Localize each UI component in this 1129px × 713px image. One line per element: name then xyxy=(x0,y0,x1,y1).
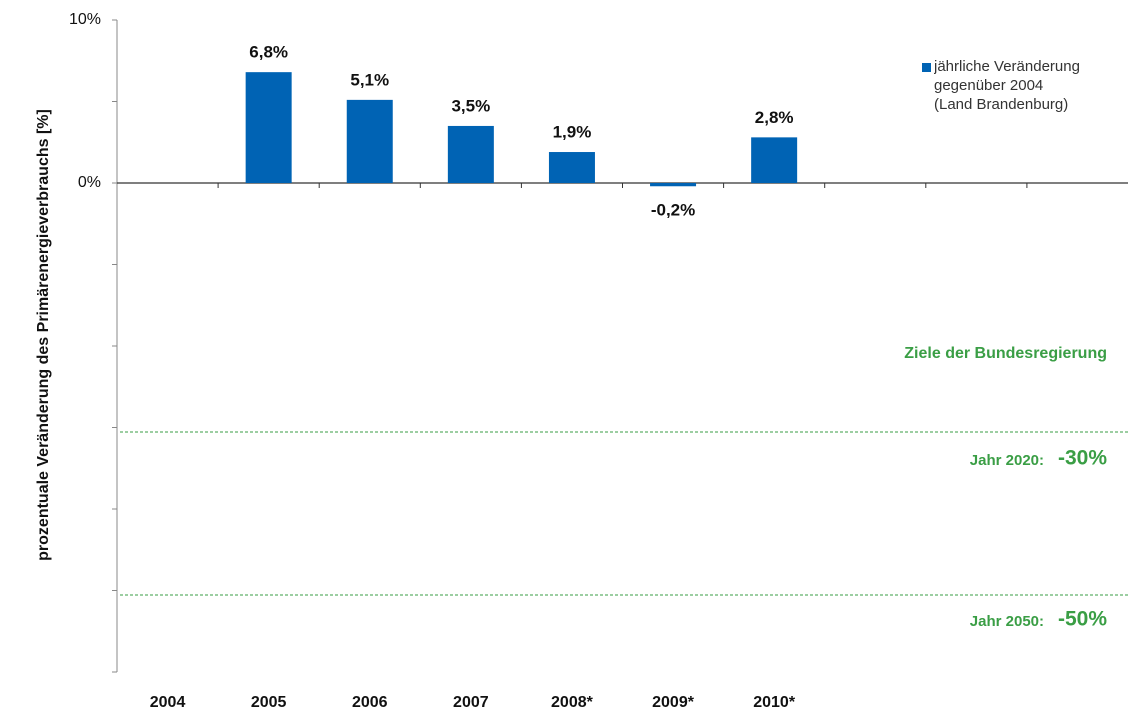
annotation: -50% xyxy=(1058,608,1107,631)
x-tick-label: 2010* xyxy=(753,694,796,711)
x-tick-label: 2006 xyxy=(352,694,388,711)
x-tick-label: 2008* xyxy=(551,694,594,711)
bar xyxy=(245,72,292,183)
annotation: Jahr 2020: xyxy=(970,452,1044,469)
legend-entry: jährliche Veränderung gegenüber 2004 (La… xyxy=(934,58,1080,113)
x-tick-label: 2005 xyxy=(251,694,287,711)
data-label: 3,5% xyxy=(451,96,490,115)
legend-swatch xyxy=(922,63,931,72)
annotation: Ziele der Bundesregierung xyxy=(904,345,1107,362)
data-label: 5,1% xyxy=(350,70,389,89)
data-label: 1,9% xyxy=(553,123,592,142)
data-label: -0,2% xyxy=(651,201,695,220)
bar xyxy=(650,183,697,187)
annotation: Jahr 2050: xyxy=(970,613,1044,630)
y-tick-label: 10% xyxy=(69,11,101,28)
bar xyxy=(548,152,595,183)
x-tick-label: 2009* xyxy=(652,694,695,711)
data-label: 2,8% xyxy=(755,108,794,127)
x-tick-label: 2004 xyxy=(150,694,186,711)
y-tick-label: 0% xyxy=(78,174,101,191)
bar xyxy=(751,137,798,183)
y-axis-label: prozentuale Veränderung des Primärenergi… xyxy=(35,109,52,561)
x-tick-label: 2007 xyxy=(453,694,489,711)
bar xyxy=(346,99,393,183)
annotation: -30% xyxy=(1058,447,1107,470)
legend-label: jährliche Veränderung gegenüber 2004 (La… xyxy=(934,58,1080,113)
bar xyxy=(447,125,494,183)
data-label: 6,8% xyxy=(249,43,288,62)
